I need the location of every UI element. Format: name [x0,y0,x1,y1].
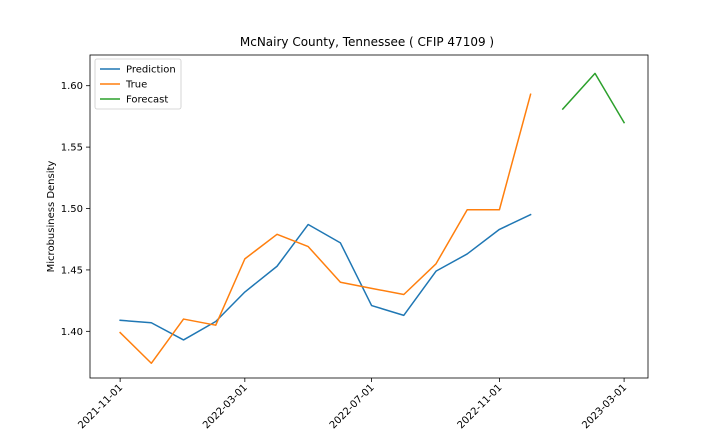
plot-area [119,72,626,365]
x-tick-label: 2022-03-01 [201,382,250,431]
series-line-true [119,93,532,365]
series-line-prediction [119,213,532,341]
legend-label-prediction: Prediction [126,65,176,76]
axes: 1.40 1.45 1.50 1.55 1.60 2021-11-01 2022-03-01… [61,81,629,431]
y-tick-label: 1.50 [61,204,83,215]
plot-frame [89,54,649,379]
x-tick-label: 2021-11-01 [76,382,125,431]
x-tick-label: 2023-03-01 [580,382,629,431]
chart-title: McNairy County, Tennessee ( CFIP 47109 ) [240,35,494,49]
y-tick-label: 1.45 [61,265,83,276]
y-tick-label: 1.55 [61,143,83,154]
legend-box [94,58,182,110]
y-tick-label: 1.60 [61,81,83,92]
x-tick-label: 2022-07-01 [328,382,377,431]
legend-label-true: True [125,80,147,91]
legend: Prediction True Forecast [94,58,182,110]
y-axis-label: Microbusiness Density [46,161,57,273]
x-tick-label: 2022-11-01 [456,382,505,431]
legend-label-forecast: Forecast [126,95,168,106]
y-tick-label: 1.40 [61,327,83,338]
series-line-forecast [561,72,626,124]
